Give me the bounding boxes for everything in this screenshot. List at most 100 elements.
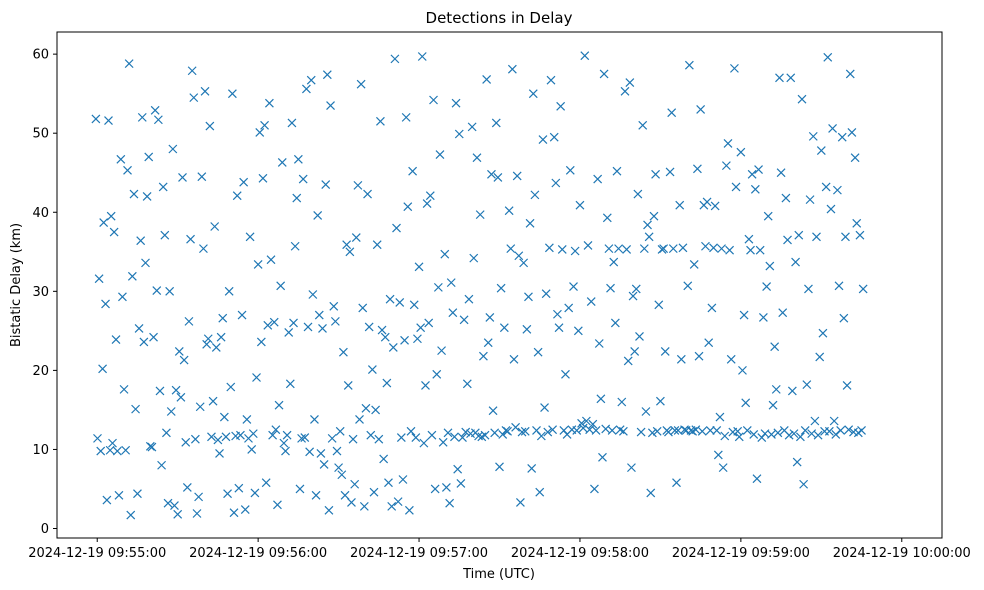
detection-point xyxy=(462,379,472,389)
detection-point xyxy=(557,244,567,254)
detection-point xyxy=(622,244,632,254)
detection-point xyxy=(152,286,162,295)
detection-point xyxy=(540,403,549,412)
detection-point xyxy=(652,426,662,436)
detection-point xyxy=(340,490,350,500)
detection-point xyxy=(646,488,656,498)
detection-point xyxy=(454,129,464,139)
detection-point xyxy=(511,422,521,432)
detection-point xyxy=(289,318,298,328)
detection-point xyxy=(242,414,252,424)
detection-point xyxy=(364,322,374,332)
detection-point xyxy=(668,244,678,254)
detection-point xyxy=(351,233,361,242)
detection-point xyxy=(384,478,393,488)
detection-point xyxy=(253,260,263,269)
detection-point xyxy=(852,218,862,228)
detection-point xyxy=(367,365,377,375)
detection-point xyxy=(499,323,509,333)
detection-point xyxy=(627,463,636,473)
detection-point xyxy=(797,94,807,104)
detection-point xyxy=(844,425,854,435)
detection-point xyxy=(298,174,308,184)
x-tick-label: 2024-12-19 09:59:00 xyxy=(672,546,810,561)
detection-point xyxy=(116,154,126,164)
detection-point xyxy=(416,323,426,333)
detection-point xyxy=(665,167,675,177)
detection-point xyxy=(723,139,733,148)
detection-point xyxy=(137,112,147,122)
detection-point xyxy=(678,243,688,253)
detection-point xyxy=(414,262,424,272)
detection-point xyxy=(675,200,685,210)
detection-point xyxy=(696,105,706,114)
detection-point xyxy=(276,281,286,291)
detection-point xyxy=(192,509,202,518)
detection-point xyxy=(588,419,598,429)
detection-point xyxy=(524,292,533,302)
detection-point xyxy=(546,75,556,85)
detection-point xyxy=(326,101,335,110)
detection-point xyxy=(767,430,776,439)
detection-point xyxy=(768,400,778,410)
detection-point xyxy=(451,98,461,108)
detection-point xyxy=(705,426,715,435)
detection-point xyxy=(430,484,440,494)
y-tick-label: 60 xyxy=(32,48,49,63)
detection-point xyxy=(850,153,860,163)
detection-point xyxy=(305,447,315,457)
detection-point xyxy=(182,482,192,492)
detection-point xyxy=(520,426,530,436)
detection-point xyxy=(392,223,401,233)
detection-point xyxy=(651,169,661,179)
detection-point xyxy=(655,396,665,406)
detection-point xyxy=(441,482,451,492)
detection-point xyxy=(245,232,255,242)
detection-point xyxy=(596,394,606,404)
detection-point xyxy=(543,427,553,437)
detection-point xyxy=(783,235,792,245)
detection-point xyxy=(609,257,619,267)
detection-point xyxy=(232,191,242,201)
detection-point xyxy=(787,386,797,396)
detection-point xyxy=(353,180,363,190)
detection-point xyxy=(726,354,736,364)
x-tick-label: 2024-12-19 09:56:00 xyxy=(189,546,327,561)
detection-point xyxy=(778,308,788,318)
detection-point xyxy=(487,169,496,179)
detection-point xyxy=(310,414,319,424)
detection-point xyxy=(478,351,488,361)
detection-point xyxy=(400,335,409,345)
detection-point xyxy=(628,291,638,301)
detection-point xyxy=(380,332,390,342)
detection-point xyxy=(752,474,762,484)
detection-point xyxy=(504,206,514,216)
detection-point xyxy=(581,416,591,426)
detection-point xyxy=(631,284,641,294)
detection-point xyxy=(834,281,844,291)
detection-point xyxy=(625,78,635,88)
detection-point xyxy=(347,497,356,507)
detection-point xyxy=(564,303,574,313)
detection-point xyxy=(689,260,699,269)
detection-point xyxy=(195,402,205,412)
detection-point xyxy=(118,292,127,302)
detection-point xyxy=(649,211,659,221)
detection-point xyxy=(197,172,207,182)
detection-point xyxy=(490,428,500,438)
detection-point xyxy=(496,283,506,293)
detection-point xyxy=(469,253,479,263)
detection-point xyxy=(174,346,184,356)
detection-point xyxy=(607,426,617,435)
detection-point xyxy=(401,112,411,122)
detection-point xyxy=(173,509,183,519)
y-tick-label: 0 xyxy=(41,522,49,537)
detection-point xyxy=(771,384,781,394)
detection-point xyxy=(227,89,237,99)
detection-point xyxy=(684,60,694,70)
detection-point xyxy=(213,435,223,445)
detection-point xyxy=(199,244,208,254)
detection-point xyxy=(758,312,768,322)
detection-point xyxy=(109,227,119,237)
x-axis-label: Time (UTC) xyxy=(462,567,535,582)
